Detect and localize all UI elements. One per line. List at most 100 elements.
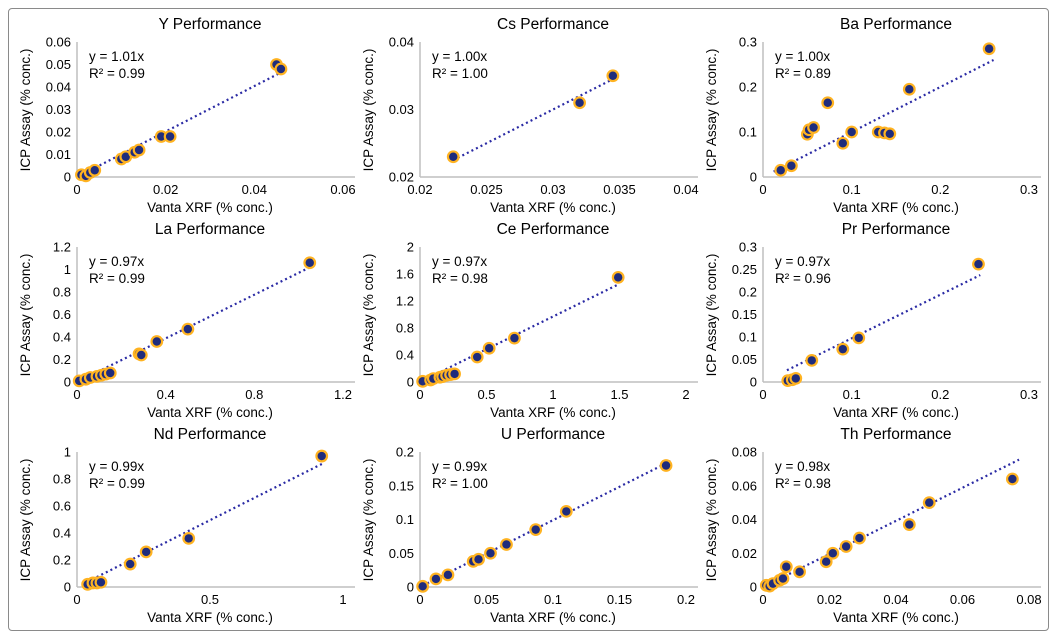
y-tick-label: 0.05 [732, 352, 757, 367]
x-tick-label: 1.5 [610, 387, 628, 402]
y-tick-label: 0.01 [46, 147, 71, 162]
x-tick-label: 0.06 [330, 182, 355, 197]
y-tick-label: 0.02 [389, 170, 414, 185]
x-tick-label: 0 [759, 387, 766, 402]
trendline-equation: y = 0.99x [89, 459, 144, 474]
chart-title: Cs Performance [497, 16, 609, 33]
data-point [613, 273, 623, 282]
y-tick-label: 0 [64, 170, 71, 185]
y-axis-label: ICP Assay (% conc.) [361, 459, 376, 582]
r-squared-value: R² = 1.00 [432, 476, 488, 491]
data-point [795, 567, 804, 577]
x-tick-label: 0.04 [883, 592, 908, 607]
y-tick-label: 0.15 [732, 307, 757, 322]
y-tick-label: 0.04 [732, 512, 757, 527]
scatter-plot: 0 0.02 0.04 0.06 0.08 0 0.02 0.04 0.06 0.08 y = 0… [704, 445, 1042, 626]
data-point [782, 562, 791, 571]
trendline-equation: y = 1.01x [89, 49, 144, 64]
y-tick-label: 0.1 [739, 125, 757, 140]
data-point [184, 534, 193, 543]
r-squared-value: R² = 0.99 [89, 476, 145, 491]
data-point [443, 570, 453, 580]
x-tick-label: 0.1 [544, 592, 562, 607]
y-tick-label: 1 [64, 445, 71, 460]
data-point [90, 166, 99, 175]
chart-geometry: 0 0.5 1 0 0.2 0.4 0.6 0.8 1 [53, 445, 355, 607]
data-point [317, 451, 326, 461]
y-tick-label: 0.06 [732, 478, 757, 493]
data-point [106, 368, 115, 378]
x-tick-label: 0.3 [1020, 182, 1038, 197]
y-tick-label: 0.15 [389, 478, 414, 493]
subplot-y: Y Performance 0 0.02 0.04 0.06 0 0.01 0.02 0.03… [14, 12, 357, 217]
x-axis-label: Vanta XRF (% conc.) [147, 200, 273, 215]
data-point [484, 344, 494, 353]
x-tick-label: 0 [759, 592, 766, 607]
y-tick-label: 0.2 [396, 445, 414, 460]
y-tick-label: 0.2 [53, 352, 71, 367]
x-tick-label: 0.2 [931, 182, 949, 197]
subplot-th: Th Performance 0 0.02 0.04 0.06 0.08 0 0.02 0.0… [700, 422, 1043, 627]
subplot-cs: Cs Performance 0.02 0.025 0.03 0.035 0.04 0.0… [357, 12, 700, 217]
scatter-plot: 0 0.1 0.2 0.3 0 0.05 0.1 0.15 0.2 0.25 0.3 y = 0.9… [704, 240, 1041, 420]
y-tick-label: 0 [750, 580, 757, 595]
r-squared-value: R² = 0.96 [775, 271, 831, 286]
y-tick-label: 0.1 [739, 330, 757, 345]
x-tick-label: 0 [759, 182, 766, 197]
scatter-plot: 0 0.02 0.04 0.06 0 0.01 0.02 0.03 0.04 0.05 0.06 y… [18, 35, 356, 216]
data-point [134, 145, 144, 155]
data-point [838, 139, 847, 148]
y-tick-label: 0 [750, 170, 757, 185]
data-point [141, 547, 151, 557]
y-tick-label: 1.6 [396, 267, 414, 282]
y-tick-label: 0.8 [53, 472, 71, 487]
y-tick-label: 0.6 [53, 307, 71, 322]
x-tick-label: 0.3 [1020, 387, 1038, 402]
x-tick-label: 0 [416, 592, 423, 607]
y-tick-label: 0.02 [46, 125, 71, 140]
trendline [452, 78, 614, 162]
y-tick-label: 0.03 [46, 102, 71, 117]
data-point [841, 542, 851, 551]
data-point [96, 578, 106, 587]
data-point [510, 333, 519, 343]
x-tick-label: 0.2 [677, 592, 695, 607]
data-point [1008, 474, 1017, 484]
x-tick-label: 0 [416, 387, 423, 402]
y-axis-label: ICP Assay (% conc.) [704, 254, 719, 377]
data-point [152, 337, 161, 346]
x-tick-label: 0.02 [817, 592, 842, 607]
data-point [905, 520, 914, 529]
data-point [905, 85, 914, 94]
data-point [431, 574, 441, 584]
x-tick-label: 0.15 [607, 592, 632, 607]
chart-geometry: 0 0.1 0.2 0.3 0 0.05 0.1 0.15 0.2 0.25 0.3 [732, 240, 1041, 402]
x-tick-label: 0.04 [673, 182, 698, 197]
x-tick-label: 0.8 [245, 387, 263, 402]
x-tick-label: 0 [73, 387, 80, 402]
data-point [661, 461, 671, 470]
data-point [787, 161, 796, 170]
trendline [422, 283, 619, 382]
trendline [786, 274, 981, 372]
data-point [126, 559, 135, 569]
x-tick-label: 0.06 [950, 592, 975, 607]
y-tick-label: 0.4 [53, 526, 71, 541]
data-point [776, 166, 785, 175]
subplot-nd: Nd Performance 0 0.5 1 0 0.2 0.4 0.6 0.8 1 y = 0… [14, 422, 357, 627]
y-tick-label: 0 [64, 580, 71, 595]
data-point [502, 540, 511, 549]
chart-geometry: 0 0.05 0.1 0.15 0.2 0 0.05 0.1 0.15 0.2 [389, 445, 698, 607]
x-tick-label: 0.04 [242, 182, 267, 197]
r-squared-value: R² = 0.99 [89, 66, 145, 81]
data-point [450, 369, 459, 379]
data-point [472, 352, 482, 362]
data-point [847, 127, 856, 137]
trendline [765, 458, 1020, 587]
data-point [418, 582, 427, 591]
data-point [809, 123, 818, 132]
data-point [121, 152, 130, 161]
x-tick-label: 0.035 [603, 182, 636, 197]
y-tick-label: 0.8 [396, 321, 414, 336]
